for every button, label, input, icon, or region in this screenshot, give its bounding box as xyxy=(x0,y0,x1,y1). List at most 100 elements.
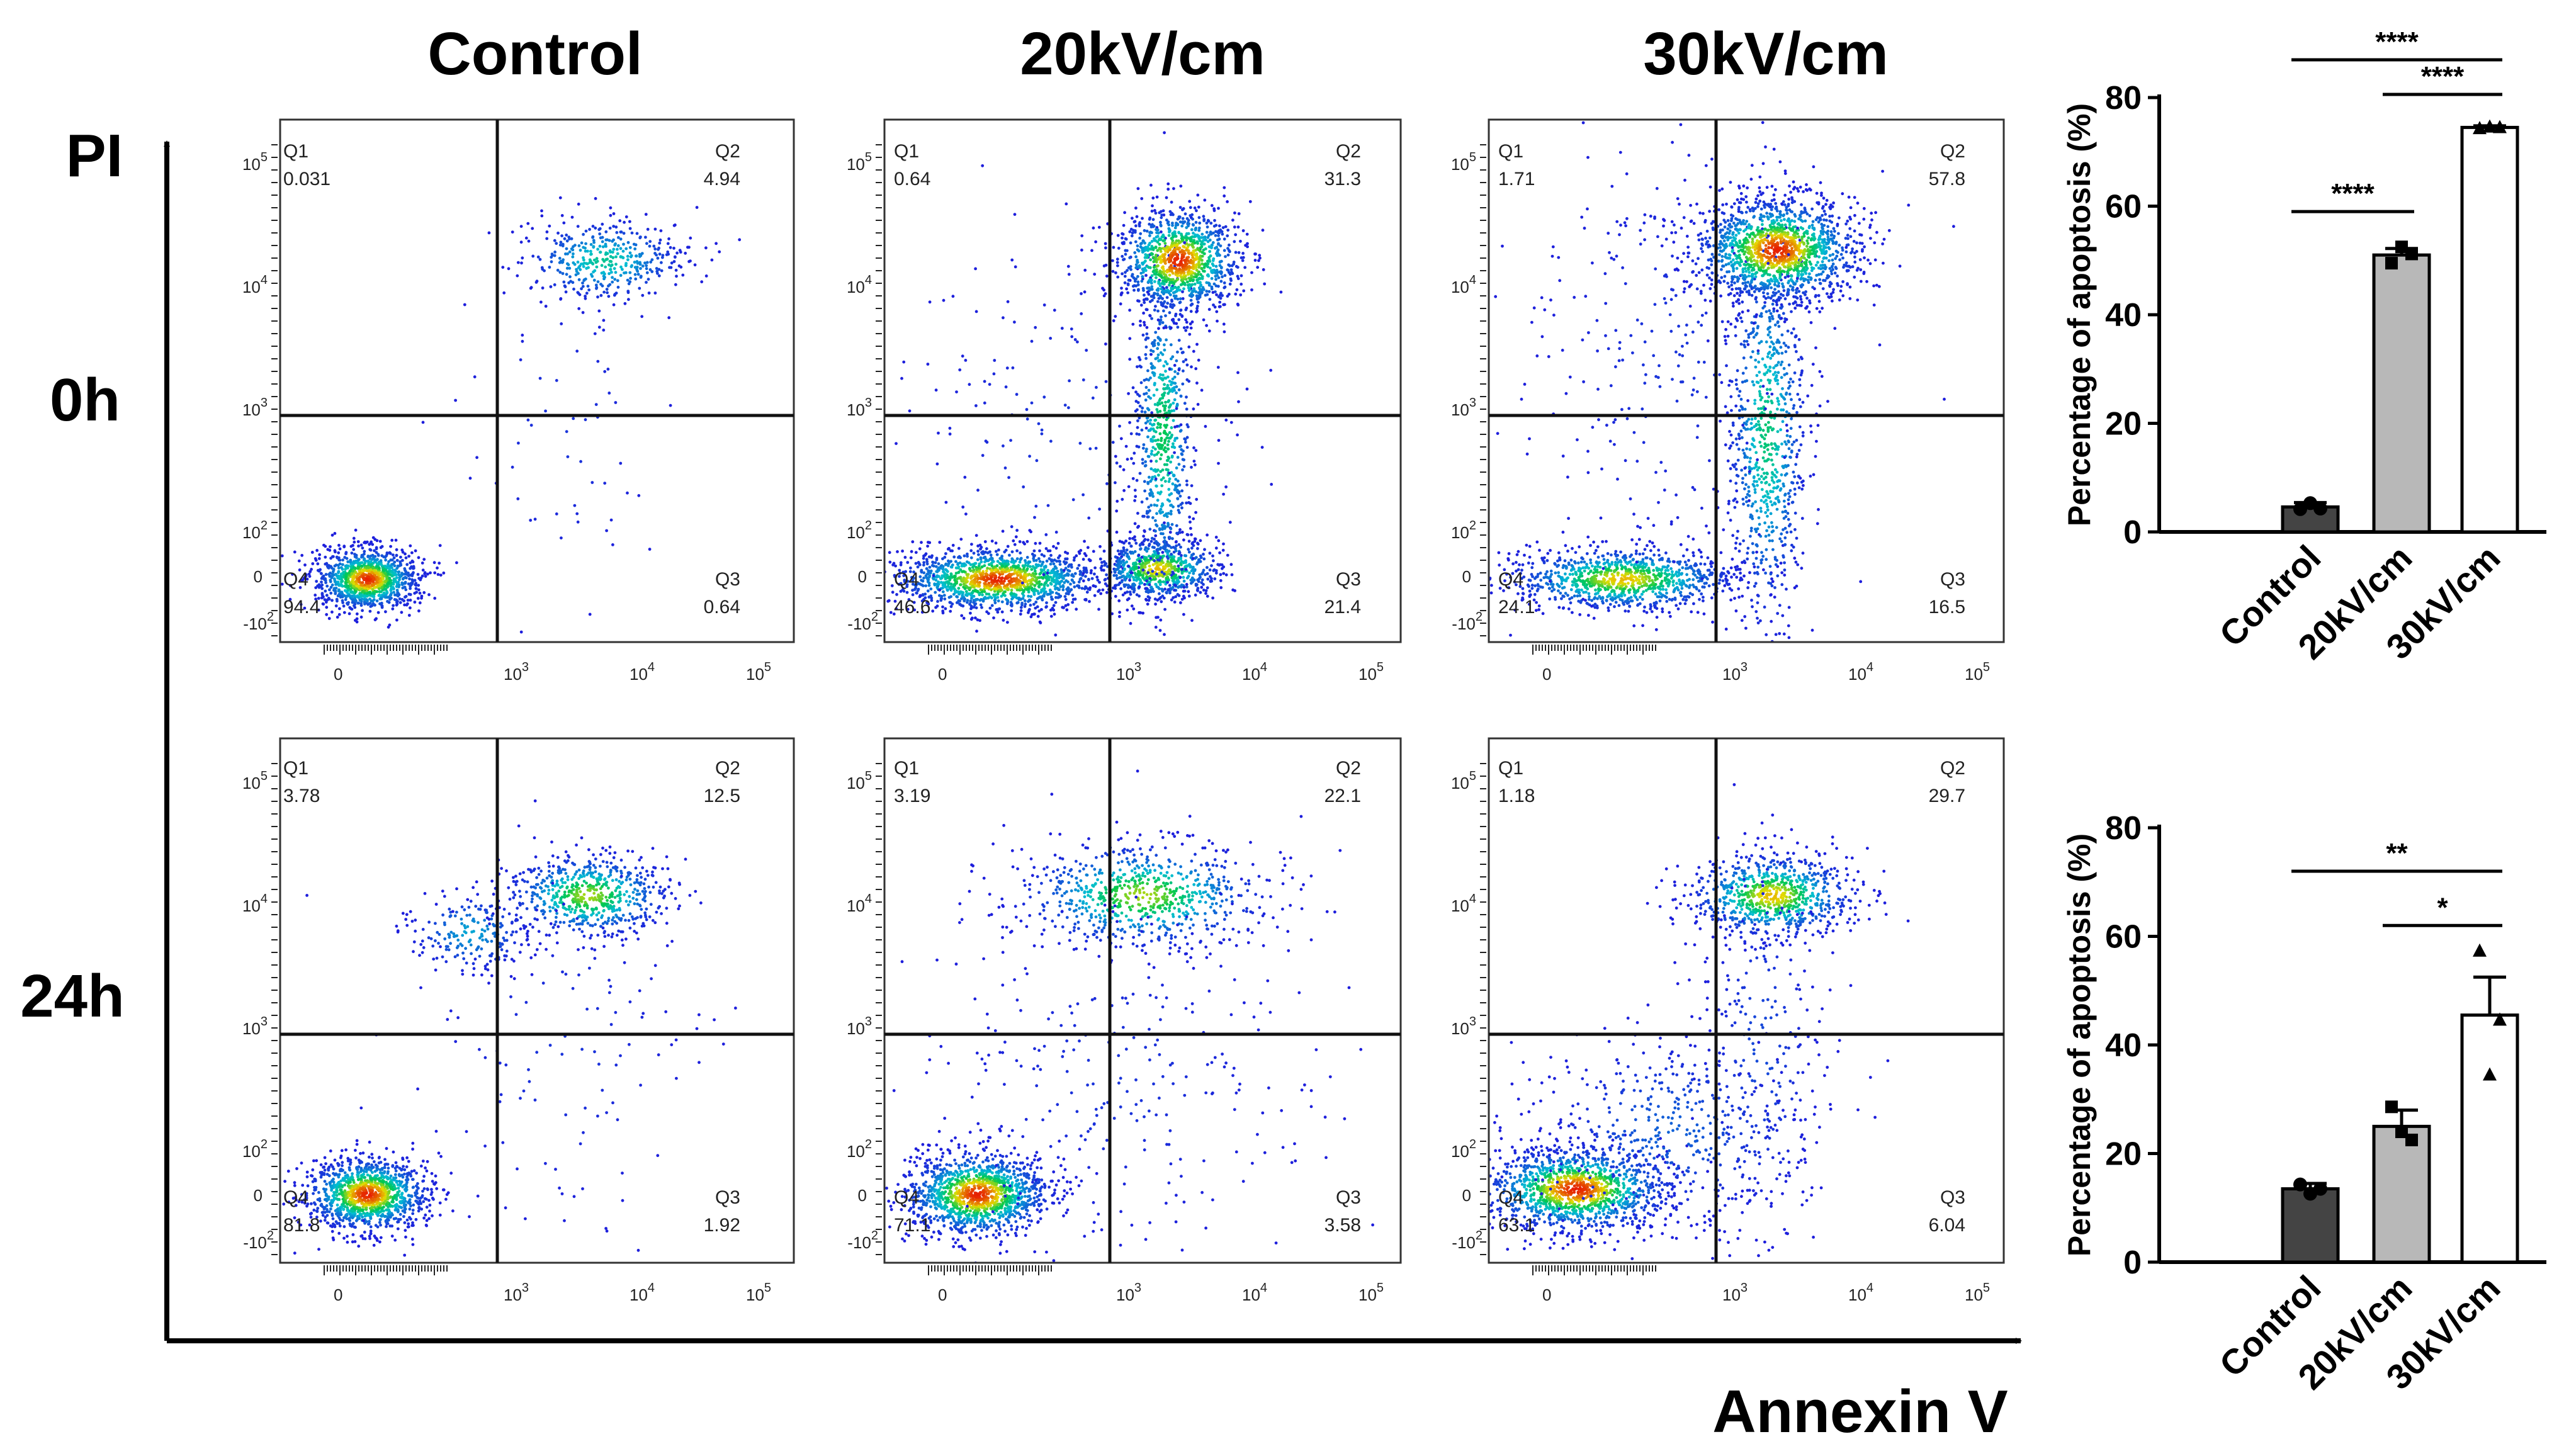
event-dot xyxy=(949,560,952,563)
event-dot xyxy=(1123,577,1126,580)
event-dot xyxy=(359,615,363,619)
event-dot xyxy=(1212,209,1216,212)
event-dot xyxy=(1223,249,1226,252)
event-dot xyxy=(1150,536,1154,540)
event-dot xyxy=(1217,439,1221,442)
event-dot xyxy=(1190,365,1193,369)
event-dot xyxy=(414,549,417,553)
event-dot xyxy=(1202,589,1206,592)
event-dot xyxy=(1206,566,1209,569)
event-dot xyxy=(681,273,685,277)
event-dot xyxy=(1172,555,1176,558)
event-dot xyxy=(986,586,990,590)
event-dot xyxy=(918,547,922,551)
event-dot xyxy=(1181,458,1185,461)
event-dot xyxy=(1021,564,1025,568)
event-dot xyxy=(1057,588,1060,591)
event-dot xyxy=(521,334,524,337)
event-dot xyxy=(599,251,602,254)
event-dot xyxy=(1185,576,1189,580)
event-dot xyxy=(927,569,930,573)
event-dot xyxy=(1190,546,1194,550)
event-dot xyxy=(375,562,379,566)
event-dot xyxy=(1146,435,1149,439)
event-dot xyxy=(689,236,692,240)
event-dot xyxy=(1058,574,1062,577)
event-dot xyxy=(1025,567,1029,570)
event-dot xyxy=(393,580,397,583)
event-dot xyxy=(1173,583,1177,587)
event-dot xyxy=(1164,370,1167,373)
event-dot xyxy=(979,588,983,592)
event-dot xyxy=(1200,581,1204,584)
event-dot xyxy=(342,611,346,614)
event-dot xyxy=(984,550,987,554)
event-dot xyxy=(1153,597,1157,601)
event-dot xyxy=(1020,601,1024,605)
event-dot xyxy=(623,302,627,305)
event-dot xyxy=(1138,358,1142,361)
event-dot xyxy=(1143,320,1146,324)
event-dot xyxy=(1193,283,1197,286)
event-dot xyxy=(633,273,637,276)
event-dot xyxy=(1096,578,1100,582)
event-dot xyxy=(407,555,410,558)
event-dot xyxy=(640,252,644,255)
event-dot xyxy=(921,593,925,596)
event-dot xyxy=(1228,243,1231,247)
event-dot xyxy=(1044,581,1048,585)
event-dot xyxy=(1146,419,1149,423)
event-dot xyxy=(1046,584,1049,587)
event-dot xyxy=(1178,494,1182,498)
event-dot xyxy=(1153,453,1156,457)
event-dot xyxy=(439,573,443,577)
event-dot xyxy=(393,598,397,601)
event-dot xyxy=(1165,387,1169,390)
event-dot xyxy=(1155,460,1158,463)
event-dot xyxy=(1124,539,1127,543)
event-dot xyxy=(1038,560,1042,563)
event-dot xyxy=(1219,563,1222,567)
event-dot xyxy=(572,287,575,291)
event-dot xyxy=(1050,597,1054,601)
event-dot xyxy=(1172,546,1175,549)
event-dot xyxy=(974,602,978,606)
event-dot xyxy=(1129,571,1133,575)
event-dot xyxy=(384,558,387,562)
event-dot xyxy=(395,585,398,589)
event-dot xyxy=(636,273,640,276)
event-dot xyxy=(619,274,623,277)
event-dot xyxy=(912,601,916,604)
event-dot xyxy=(1181,217,1185,220)
event-dot xyxy=(406,602,409,606)
event-dot xyxy=(520,261,523,265)
event-dot xyxy=(624,215,628,218)
event-dot xyxy=(409,561,412,565)
event-dot xyxy=(1151,495,1155,498)
event-dot xyxy=(1149,437,1153,441)
event-dot xyxy=(1171,222,1174,225)
event-dot xyxy=(983,590,986,594)
event-dot xyxy=(628,245,632,249)
event-dot xyxy=(377,587,381,590)
event-dot xyxy=(565,430,568,433)
event-dot xyxy=(320,596,324,600)
event-dot xyxy=(1158,509,1161,513)
event-dot xyxy=(1166,468,1170,472)
event-dot xyxy=(1031,552,1034,556)
column-headers: Control 20kV/cm 30kV/cm xyxy=(427,20,1888,87)
event-dot xyxy=(613,278,617,281)
event-dot xyxy=(1124,444,1128,448)
event-dot xyxy=(667,316,671,320)
event-dot xyxy=(1039,621,1042,624)
event-dot xyxy=(369,560,373,563)
event-dot xyxy=(1133,572,1137,575)
event-dot xyxy=(1042,554,1046,558)
event-dot xyxy=(1168,591,1172,595)
event-dot xyxy=(322,602,325,606)
event-dot xyxy=(1159,250,1163,253)
event-dot xyxy=(372,577,376,580)
event-dot xyxy=(324,573,328,576)
event-dot xyxy=(311,562,315,565)
event-dot xyxy=(1189,527,1192,530)
